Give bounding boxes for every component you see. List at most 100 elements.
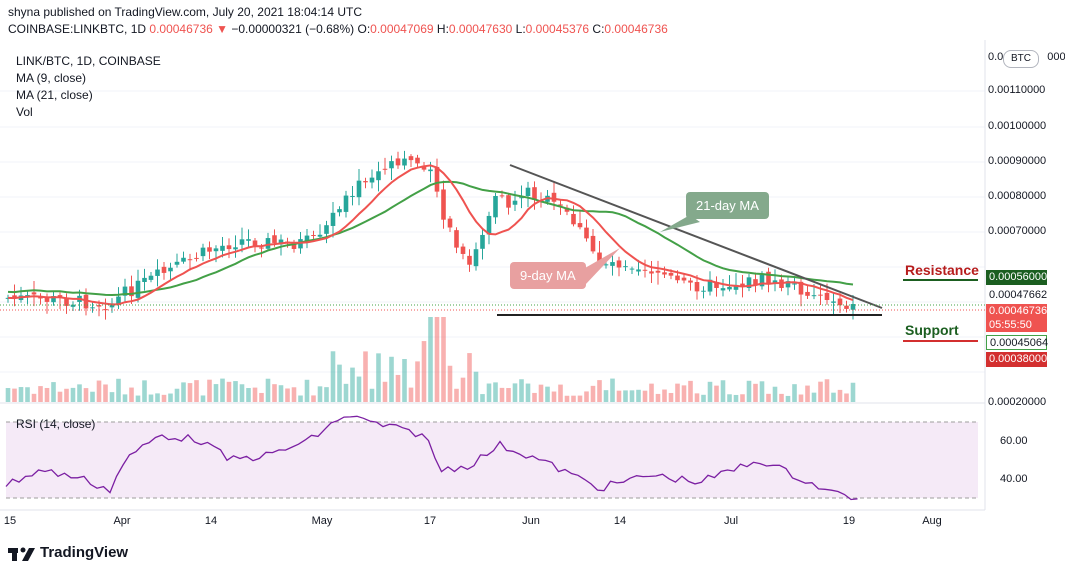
open-value: 0.00047069 [370, 22, 434, 36]
candle [415, 157, 420, 164]
volume-bar [850, 382, 856, 402]
volume-bar [694, 393, 700, 402]
candle [324, 225, 329, 234]
rsi-line [5, 415, 858, 501]
date-tick: 17 [423, 515, 437, 527]
volume-bar [506, 388, 511, 402]
candle [181, 257, 186, 262]
candle [135, 280, 141, 298]
volume-bar [174, 388, 180, 402]
volume-bar [792, 384, 797, 402]
price-tick: 0.00080000 [988, 190, 1047, 202]
candle [649, 271, 654, 274]
ma21-line [7, 180, 854, 297]
close-value: 0.00046736 [604, 22, 668, 36]
volume-bar [720, 380, 726, 402]
volume-bar [512, 383, 518, 402]
volume-bar [161, 394, 167, 402]
date-tick: Apr [113, 515, 131, 527]
volume-bar [519, 379, 524, 402]
candle [681, 277, 687, 281]
candle [272, 235, 277, 243]
symbol-label[interactable]: COINBASE:LINKBTC, 1D [8, 22, 147, 36]
candle [766, 271, 771, 285]
candle [44, 297, 50, 302]
candle [447, 218, 453, 228]
tradingview-logo[interactable]: TradingView [8, 544, 128, 561]
candle [265, 238, 271, 249]
candle [707, 279, 713, 292]
ma21-legend[interactable]: MA (21, close) [16, 88, 93, 102]
close-label: C: [592, 22, 605, 36]
current-price: 0.00046736 [989, 305, 1048, 317]
candle [564, 207, 570, 212]
candle [64, 297, 69, 306]
currency-badge[interactable]: BTC [1003, 50, 1039, 68]
candle [226, 245, 232, 250]
candle [434, 166, 440, 192]
volume-bar [343, 383, 349, 402]
ma-price-tag: 0.00047662 [986, 288, 1047, 303]
volume-bar [824, 379, 830, 402]
candle [259, 247, 264, 249]
candle [83, 294, 89, 309]
volume-bar [616, 390, 622, 402]
candle [720, 288, 726, 291]
candle [694, 282, 700, 292]
candle [616, 260, 622, 268]
volume-bar [785, 395, 791, 402]
ma9-legend[interactable]: MA (9, close) [16, 71, 87, 85]
volume-bar [447, 365, 453, 402]
volume-bar [337, 364, 342, 402]
candle [148, 275, 154, 280]
volume-bar [662, 389, 667, 402]
volume-bar [265, 378, 271, 402]
volume-bar [116, 378, 121, 402]
candle [161, 266, 167, 273]
candle [337, 209, 342, 213]
rsi-legend[interactable]: RSI (14, close) [16, 417, 96, 431]
volume-bar [57, 391, 63, 402]
volume-bar [714, 385, 719, 402]
volume-bar [350, 367, 355, 402]
candle [194, 257, 199, 259]
volume-bar [811, 392, 817, 402]
candle [623, 266, 628, 268]
down-arrow-icon: ▼ [216, 22, 229, 36]
volume-bar [402, 359, 407, 402]
volume-bar [96, 380, 102, 402]
candle [837, 298, 843, 306]
candle [408, 156, 414, 161]
volume-bar [623, 390, 628, 402]
volume-bar [551, 391, 557, 402]
volume-bar [844, 393, 849, 402]
volume-bar [83, 388, 89, 402]
vol-legend[interactable]: Vol [16, 105, 33, 119]
pair-label[interactable]: LINK/BTC, 1D, COINBASE [16, 54, 161, 68]
candle [343, 195, 349, 212]
volume-bar [12, 388, 17, 402]
candle [70, 304, 76, 307]
candle [116, 296, 121, 305]
candle [350, 195, 355, 197]
candle [369, 177, 375, 183]
volume-bar [356, 376, 362, 402]
volume-bar [798, 394, 804, 402]
volume-bar [395, 374, 401, 402]
date-tick: May [311, 515, 333, 527]
volume-bar [759, 381, 765, 402]
volume-bar [129, 387, 134, 402]
candle [428, 169, 433, 172]
ma9-line [7, 164, 854, 306]
volume-bar [558, 384, 563, 402]
candle [733, 284, 739, 290]
candle [239, 239, 245, 245]
candle [207, 247, 212, 252]
candle [187, 259, 193, 261]
volume-bar [103, 384, 108, 402]
candle [655, 270, 661, 273]
candle [571, 213, 576, 225]
candle [590, 235, 596, 252]
candle [220, 245, 225, 251]
